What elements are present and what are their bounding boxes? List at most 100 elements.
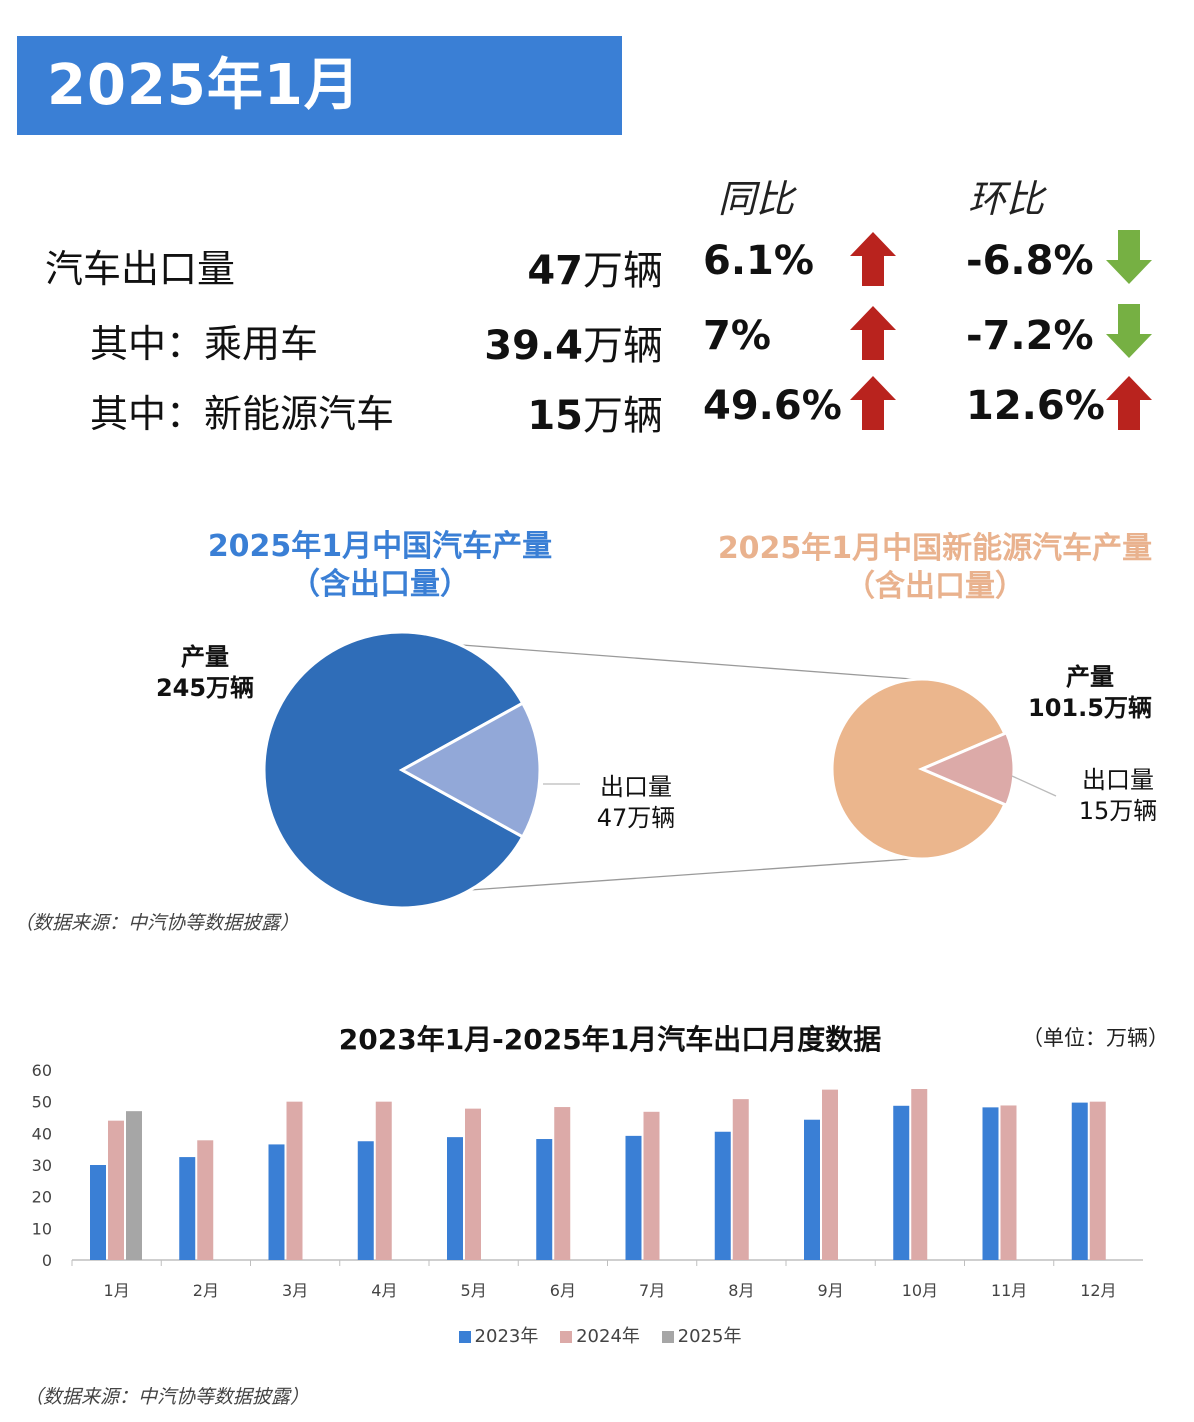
pie1-slice-production bbox=[262, 630, 525, 910]
legend-swatch bbox=[560, 1331, 573, 1343]
bar-2023年-6月 bbox=[536, 1139, 553, 1260]
x-tick-label: 6月 bbox=[550, 1281, 576, 1300]
legend-swatch bbox=[458, 1331, 471, 1343]
x-tick-label: 3月 bbox=[282, 1281, 308, 1300]
source-note-2: （数据来源：中汽协等数据披露） bbox=[24, 1386, 310, 1408]
bar-2023年-9月 bbox=[804, 1119, 820, 1260]
pie1-production-name: 产量 bbox=[181, 643, 229, 671]
row-mom-nev: 12.6% bbox=[966, 383, 1105, 429]
row-unit: 万辆 bbox=[583, 248, 663, 294]
pie1-title-block: 2025年1月中国汽车产量 （含出口量） bbox=[170, 528, 590, 604]
bar-2024年-5月 bbox=[465, 1108, 481, 1260]
row-unit: 万辆 bbox=[583, 323, 663, 369]
pie2-leader-line bbox=[1011, 775, 1057, 797]
source-note-1: （数据来源：中汽协等数据披露） bbox=[14, 912, 300, 934]
arrow-up-icon bbox=[850, 376, 896, 430]
pie1-export-name: 出口量 bbox=[600, 773, 672, 801]
pie1-slice-export bbox=[398, 701, 542, 839]
pie2-title-block: 2025年1月中国新能源汽车产量 （含出口量） bbox=[700, 530, 1170, 606]
y-tick-label: 50 bbox=[32, 1093, 52, 1112]
y-tick-label: 10 bbox=[32, 1219, 52, 1238]
bar-2024年-3月 bbox=[286, 1101, 303, 1260]
bar-2023年-7月 bbox=[625, 1135, 642, 1260]
legend-label: 2023年 bbox=[474, 1326, 539, 1347]
y-tick-label: 0 bbox=[42, 1251, 52, 1270]
arrow-down-icon bbox=[1106, 230, 1152, 284]
y-tick-label: 30 bbox=[32, 1156, 52, 1175]
x-tick-label: 5月 bbox=[461, 1281, 487, 1300]
pie2-export-value: 15万辆 bbox=[1078, 797, 1158, 825]
row-value-export: 47万辆 bbox=[363, 238, 663, 296]
row-mom-export: -6.8% bbox=[966, 238, 1094, 284]
row-yoy-nev: 49.6% bbox=[703, 383, 842, 429]
bar-chart-title: 2023年1月-2025年1月汽车出口月度数据 bbox=[338, 1023, 882, 1056]
pie1-export-value: 47万辆 bbox=[596, 804, 676, 832]
row-yoy-export: 6.1% bbox=[703, 238, 814, 284]
bar-2023年-2月 bbox=[179, 1157, 196, 1260]
legend-item-2023: 2023年 bbox=[458, 1326, 539, 1347]
pie1-production-value: 245万辆 bbox=[155, 674, 255, 702]
bar-2023年-10月 bbox=[893, 1105, 910, 1260]
pie2-production-value: 101.5万辆 bbox=[1028, 694, 1152, 722]
x-tick-label: 9月 bbox=[818, 1281, 844, 1300]
pie2-export-name: 出口量 bbox=[1082, 766, 1154, 794]
x-tick-label: 10月 bbox=[902, 1281, 938, 1300]
pie1-subtitle: （含出口量） bbox=[290, 567, 470, 602]
arrow-down-icon bbox=[1106, 304, 1152, 358]
legend-item-2024: 2024年 bbox=[560, 1326, 640, 1347]
arrow-up-icon bbox=[850, 232, 896, 286]
y-tick-label: 20 bbox=[32, 1188, 52, 1207]
bar-2024年-9月 bbox=[822, 1089, 838, 1260]
bar-2024年-4月 bbox=[375, 1101, 392, 1260]
x-tick-label: 8月 bbox=[728, 1281, 754, 1300]
bar-2023年-11月 bbox=[982, 1107, 999, 1260]
bar-2024年-12月 bbox=[1089, 1101, 1106, 1260]
pie1-label-production: 产量 245万辆 bbox=[130, 642, 280, 704]
arrow-up-icon bbox=[1106, 376, 1152, 430]
row-label-nev: 其中：新能源汽车 bbox=[90, 392, 395, 436]
x-tick-label: 1月 bbox=[104, 1281, 130, 1300]
connector-line-bottom bbox=[469, 857, 926, 891]
bar-2023年-12月 bbox=[1071, 1102, 1088, 1260]
header-mom: 环比 bbox=[968, 177, 1045, 221]
legend-swatch bbox=[661, 1331, 674, 1343]
row-number: 39.4 bbox=[484, 323, 583, 369]
bar-2024年-6月 bbox=[554, 1107, 571, 1260]
bar-2023年-3月 bbox=[268, 1144, 285, 1260]
bar-chart: 0 10 20 30 40 50 60 1月 2月 3月 4月 5月 6月 7月 8月 9月 10月 11月 12月 bbox=[32, 1061, 1143, 1300]
row-label-export: 汽车出口量 bbox=[45, 247, 236, 291]
row-number: 15 bbox=[527, 393, 583, 439]
pie-charts bbox=[262, 630, 1057, 910]
pie2-production-name: 产量 bbox=[1066, 663, 1114, 691]
pie1-title: 2025年1月中国汽车产量 bbox=[207, 529, 553, 564]
x-tick-label: 7月 bbox=[639, 1281, 665, 1300]
row-number: 47 bbox=[527, 248, 583, 294]
pie2-label-export: 出口量 15万辆 bbox=[1068, 765, 1168, 827]
row-value-passenger: 39.4万辆 bbox=[363, 313, 663, 371]
bar-2024年-1月 bbox=[108, 1120, 124, 1260]
row-value-nev: 15万辆 bbox=[363, 383, 663, 441]
pie2-label-production: 产量 101.5万辆 bbox=[1015, 662, 1165, 724]
pie1-label-export: 出口量 47万辆 bbox=[586, 772, 686, 834]
x-tick-label: 2月 bbox=[193, 1281, 219, 1300]
pie2-slice-export bbox=[918, 730, 1016, 808]
bar-2023年-8月 bbox=[714, 1131, 731, 1260]
bar-2024年-7月 bbox=[643, 1111, 660, 1260]
pie2-title: 2025年1月中国新能源汽车产量 bbox=[717, 531, 1153, 566]
row-label-passenger: 其中：乘用车 bbox=[90, 322, 319, 366]
row-yoy-passenger: 7% bbox=[703, 313, 771, 359]
connector-line-top bbox=[461, 644, 926, 681]
row-unit: 万辆 bbox=[583, 393, 663, 439]
x-tick-label: 11月 bbox=[991, 1281, 1027, 1300]
row-mom-passenger: -7.2% bbox=[966, 313, 1094, 359]
bar-chart-unit: （单位：万辆） bbox=[1022, 1026, 1169, 1050]
bar-2024年-11月 bbox=[1000, 1105, 1017, 1260]
pie2-subtitle: （含出口量） bbox=[845, 569, 1025, 604]
bar-2023年-4月 bbox=[357, 1141, 374, 1260]
bar-2023年-1月 bbox=[90, 1165, 106, 1260]
legend-item-2025: 2025年 bbox=[661, 1326, 741, 1347]
bar-2025年-1月 bbox=[126, 1111, 142, 1260]
header-yoy: 同比 bbox=[718, 177, 795, 221]
x-tick-label: 12月 bbox=[1080, 1281, 1116, 1300]
bar-2023年-5月 bbox=[447, 1137, 463, 1260]
